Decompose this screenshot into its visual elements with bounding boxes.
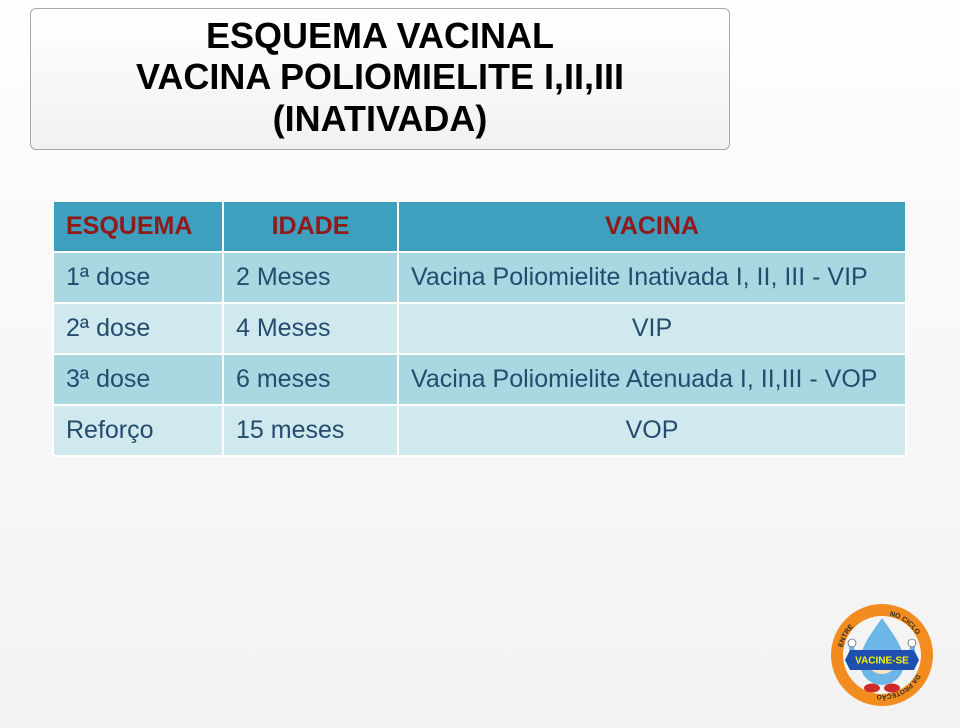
- cell-vacina: VOP: [398, 405, 906, 456]
- cell-esquema: 1ª dose: [53, 252, 223, 303]
- vacine-se-mascot-icon: ENTRE NO CICLO DA PROTEÇÃO VACINE-SE: [822, 600, 942, 710]
- col-header-vacina: VACINA: [398, 201, 906, 252]
- col-header-idade: IDADE: [223, 201, 398, 252]
- cell-idade: 15 meses: [223, 405, 398, 456]
- table-header-row: ESQUEMA IDADE VACINA: [53, 201, 906, 252]
- cell-vacina: VIP: [398, 303, 906, 354]
- cell-esquema: 3ª dose: [53, 354, 223, 405]
- cell-esquema: Reforço: [53, 405, 223, 456]
- table-row: Reforço 15 meses VOP: [53, 405, 906, 456]
- vaccine-schedule-table: ESQUEMA IDADE VACINA 1ª dose 2 Meses Vac…: [52, 200, 907, 457]
- table-row: 2ª dose 4 Meses VIP: [53, 303, 906, 354]
- title-line-2: VACINA POLIOMIELITE I,II,III: [45, 56, 715, 97]
- cell-vacina: Vacina Poliomielite Inativada I, II, III…: [398, 252, 906, 303]
- col-header-esquema: ESQUEMA: [53, 201, 223, 252]
- schedule-table: ESQUEMA IDADE VACINA 1ª dose 2 Meses Vac…: [52, 200, 907, 457]
- banner-text: VACINE-SE: [855, 656, 909, 667]
- cell-idade: 4 Meses: [223, 303, 398, 354]
- title-line-3: (INATIVADA): [45, 98, 715, 139]
- table-row: 3ª dose 6 meses Vacina Poliomielite Aten…: [53, 354, 906, 405]
- title-line-1: ESQUEMA VACINAL: [45, 15, 715, 56]
- cell-idade: 6 meses: [223, 354, 398, 405]
- table-row: 1ª dose 2 Meses Vacina Poliomielite Inat…: [53, 252, 906, 303]
- cell-vacina: Vacina Poliomielite Atenuada I, II,III -…: [398, 354, 906, 405]
- cell-esquema: 2ª dose: [53, 303, 223, 354]
- cell-idade: 2 Meses: [223, 252, 398, 303]
- title-panel: ESQUEMA VACINAL VACINA POLIOMIELITE I,II…: [30, 8, 730, 150]
